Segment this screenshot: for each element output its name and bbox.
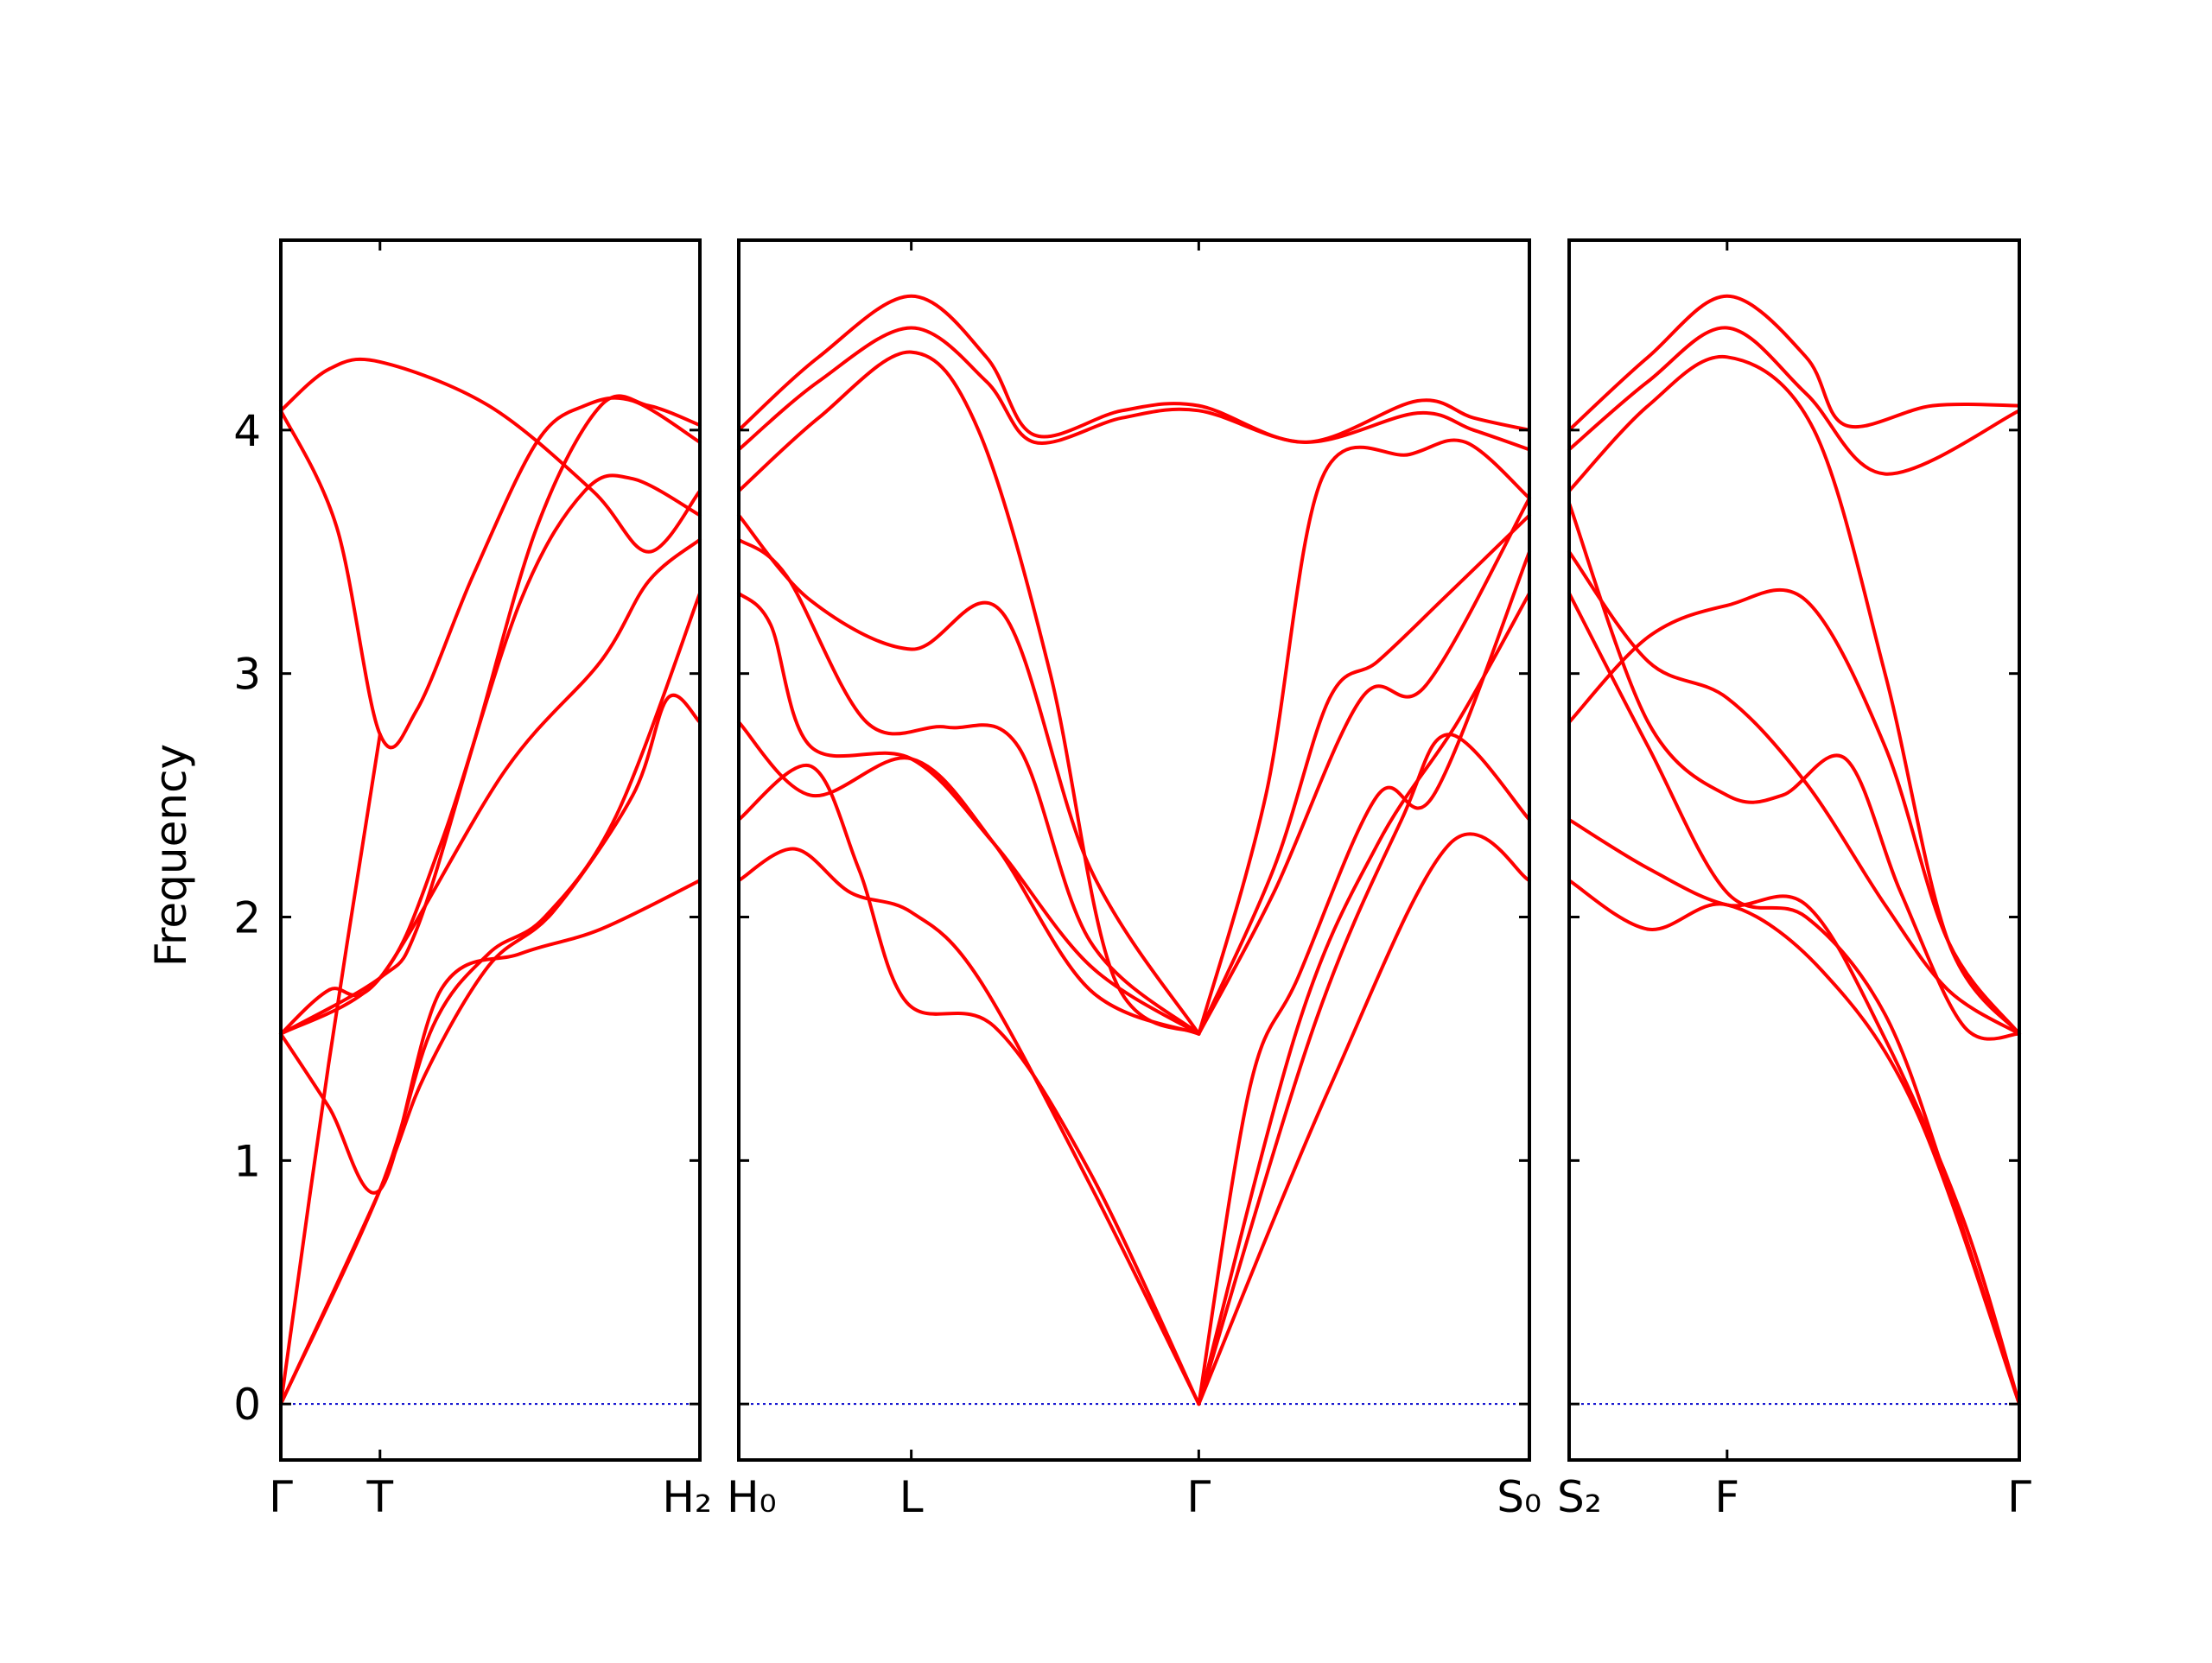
- y-tick-label: 4: [233, 406, 261, 456]
- band-1-7: [279, 357, 702, 554]
- x-tick-label: Γ: [269, 1472, 293, 1522]
- band-2-1: [737, 847, 1201, 1406]
- band-1-5: [279, 396, 702, 750]
- band-1-3: [279, 879, 702, 1195]
- band-1-2: [279, 591, 702, 1406]
- band-3-7: [1567, 354, 2021, 1036]
- band-3-8: [1567, 326, 2021, 476]
- panel-frame: [1567, 238, 2021, 1462]
- band-2-7: [737, 350, 1201, 1036]
- band-3-4: [1567, 591, 2021, 1406]
- band-3-9: [1567, 294, 2021, 432]
- y-axis-title: Frequency: [146, 744, 196, 967]
- band-2-15: [1197, 513, 1531, 1036]
- band-2-14: [1197, 496, 1531, 1036]
- x-tick-label: S₀: [1497, 1472, 1541, 1522]
- band-3-5: [1567, 549, 2021, 1036]
- band-2-4: [737, 591, 1201, 1036]
- y-tick-label: 2: [233, 893, 261, 943]
- x-tick-label: S₂: [1557, 1472, 1602, 1522]
- band-2-2: [737, 763, 1201, 1406]
- band-2-9: [737, 294, 1531, 444]
- panel-frame: [737, 238, 1531, 1462]
- band-3-3: [1567, 588, 2021, 1036]
- band-2-3: [737, 720, 1201, 1036]
- band-1-1: [279, 693, 702, 1406]
- band-2-11: [1197, 549, 1531, 1406]
- x-tick-label: Γ: [2007, 1472, 2031, 1522]
- band-2-16: [1197, 438, 1531, 1036]
- band-3-1: [1567, 879, 2021, 1406]
- band-2-6: [737, 513, 1201, 1036]
- panel-1: Γ T H₂: [269, 238, 712, 1522]
- panel-frame: [279, 238, 702, 1462]
- panel-2: H₀ L Γ S₀: [727, 238, 1541, 1522]
- band-2-12: [1197, 733, 1531, 1406]
- band-2-10: [1197, 591, 1531, 1406]
- x-tick-label: F: [1714, 1472, 1739, 1522]
- band-2-13: [1197, 832, 1531, 1406]
- y-tick-label: 3: [233, 650, 261, 700]
- x-tick-label: Γ: [1186, 1472, 1211, 1522]
- band-2-8: [737, 326, 1531, 452]
- x-tick-label: L: [899, 1472, 924, 1522]
- band-1-4: [279, 537, 702, 1036]
- band-1-9: [279, 394, 702, 1036]
- y-tick-label: 1: [233, 1136, 261, 1186]
- x-tick-label: H₂: [662, 1472, 712, 1522]
- band-3-2: [1567, 817, 2021, 1406]
- y-axis: 0 1 2 3 4: [233, 406, 261, 1430]
- band-3-6: [1567, 501, 2021, 1041]
- panels-layer: Γ T H₂ H₀ L Γ S₀ S₂ F Γ: [269, 238, 2031, 1522]
- y-tick-label: 0: [233, 1380, 261, 1430]
- x-tick-label: H₀: [727, 1472, 777, 1522]
- band-2-5: [737, 537, 1201, 1036]
- panel-3: S₂ F Γ: [1557, 238, 2031, 1522]
- band-1-6: [279, 733, 382, 1406]
- x-tick-label: T: [365, 1472, 393, 1522]
